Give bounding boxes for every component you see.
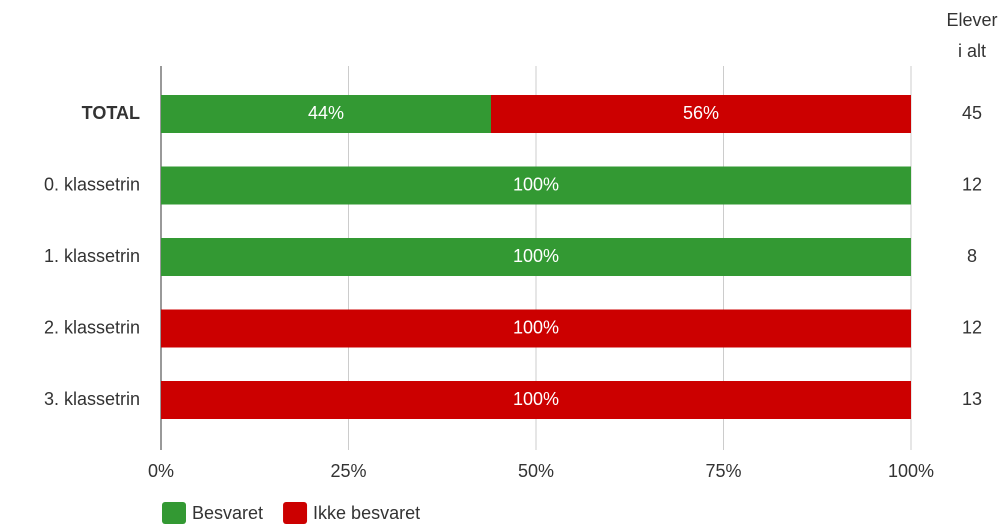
- value-label: 100%: [513, 246, 559, 266]
- x-tick-label: 100%: [888, 461, 934, 481]
- legend-label: Besvaret: [192, 503, 263, 523]
- category-label: 1. klassetrin: [44, 246, 140, 266]
- value-label: 56%: [683, 103, 719, 123]
- value-label: 44%: [308, 103, 344, 123]
- category-label: 0. klassetrin: [44, 174, 140, 194]
- category-label: TOTAL: [82, 103, 140, 123]
- bar-segment: [161, 381, 911, 419]
- value-label: 100%: [513, 317, 559, 337]
- bar-segment: [491, 95, 911, 133]
- x-tick-label: 50%: [518, 461, 554, 481]
- x-tick-label: 75%: [705, 461, 741, 481]
- legend-label: Ikke besvaret: [313, 503, 420, 523]
- x-tick-label: 0%: [148, 461, 174, 481]
- total-value: 12: [962, 317, 982, 337]
- totals-header: i alt: [958, 41, 986, 61]
- value-label: 100%: [513, 389, 559, 409]
- bar-segment: [161, 238, 911, 276]
- legend-swatch: [162, 502, 186, 524]
- totals-header: Elever: [946, 10, 997, 30]
- category-label: 3. klassetrin: [44, 389, 140, 409]
- total-value: 12: [962, 174, 982, 194]
- total-value: 8: [967, 246, 977, 266]
- bar-segment: [161, 309, 911, 348]
- bar-segment: [161, 95, 491, 133]
- total-value: 13: [962, 389, 982, 409]
- category-label: 2. klassetrin: [44, 317, 140, 337]
- bar-segment: [161, 166, 911, 205]
- total-value: 45: [962, 103, 982, 123]
- legend-swatch: [283, 502, 308, 524]
- x-tick-label: 25%: [330, 461, 366, 481]
- value-label: 100%: [513, 174, 559, 194]
